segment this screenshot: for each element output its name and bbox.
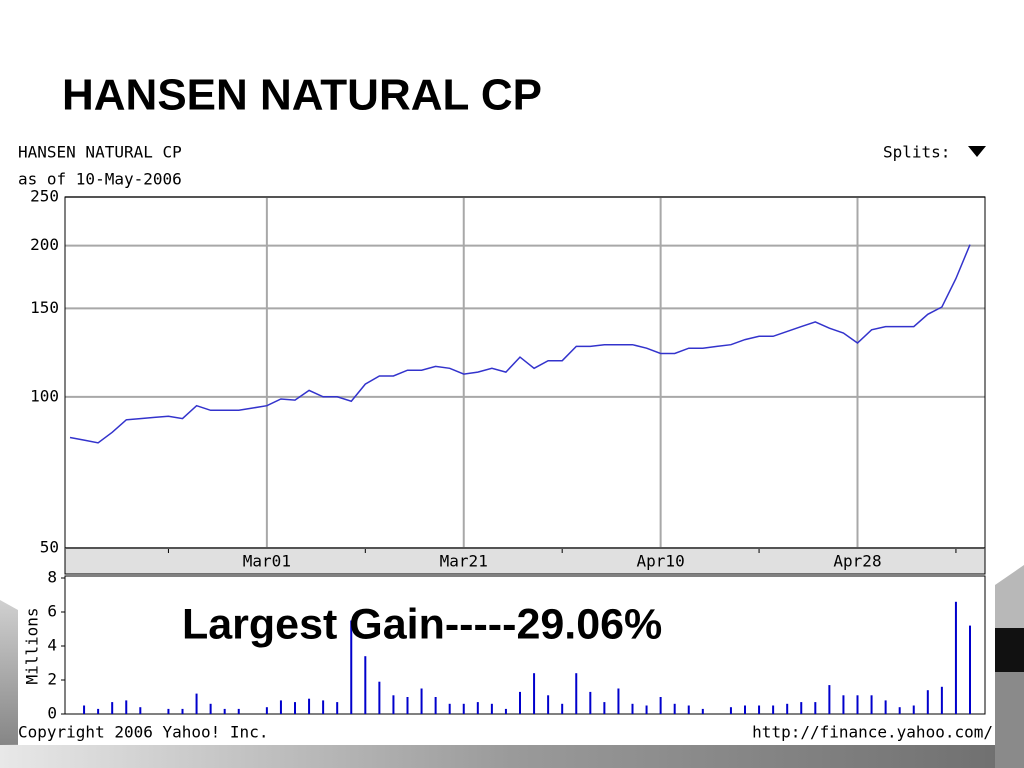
- volume-bar: [758, 705, 761, 714]
- volume-bar: [898, 707, 901, 714]
- y-axis-label: Millions: [23, 607, 42, 684]
- annotation: Largest Gain-----29.06%: [182, 600, 662, 648]
- volume-bar: [729, 707, 732, 714]
- price-line: [69, 244, 971, 444]
- volume-bar: [209, 703, 212, 714]
- x-tick-label: Mar21: [440, 552, 488, 571]
- volume-bar: [322, 700, 325, 714]
- volume-bar: [561, 703, 564, 714]
- volume-bar: [856, 695, 859, 714]
- volume-bar: [828, 685, 831, 714]
- splits-label: Splits:: [883, 143, 950, 162]
- volume-bar: [631, 703, 634, 714]
- y-tick-label: 100: [30, 386, 59, 405]
- volume-bar: [533, 673, 536, 714]
- chart-image: [18, 138, 995, 745]
- y-tick-label: 6: [47, 602, 57, 621]
- volume-bar: [237, 708, 240, 714]
- volume-bar: [350, 620, 353, 714]
- volume-bar: [687, 705, 690, 714]
- volume-bar: [265, 707, 268, 714]
- volume-bar: [125, 700, 128, 714]
- volume-bar: [786, 703, 789, 714]
- volume-bar: [940, 686, 943, 714]
- x-tick-label: Mar01: [243, 552, 291, 571]
- volume-bar: [589, 691, 592, 714]
- decoration: [0, 600, 18, 768]
- volume-bar: [701, 708, 704, 714]
- volume-bar: [870, 695, 873, 714]
- slide-title: HANSEN NATURAL CP: [62, 71, 542, 120]
- volume-bar: [195, 693, 198, 714]
- volume-bar: [926, 690, 929, 714]
- volume-bar: [83, 705, 86, 714]
- volume-bar: [223, 708, 226, 714]
- volume-bar: [954, 601, 957, 714]
- volume-bar: [744, 705, 746, 714]
- volume-bar: [294, 702, 296, 714]
- volume-bar: [406, 697, 409, 714]
- volume-bar: [111, 702, 114, 714]
- date-band: [64, 547, 986, 575]
- volume-bar: [392, 695, 395, 714]
- volume-chart: 0 2 4 6 8 Millions: [23, 568, 986, 723]
- copyright: Copyright 2006 Yahoo! Inc.: [18, 723, 268, 742]
- volume-bar: [434, 697, 437, 714]
- y-tick-label: 50: [40, 538, 59, 557]
- decoration: [995, 628, 1024, 672]
- volume-bar: [476, 702, 479, 714]
- decoration: [995, 672, 1024, 768]
- volume-bar: [139, 707, 142, 714]
- as-of-date: as of 10-May-2006: [18, 170, 182, 189]
- x-tick-label: Apr28: [833, 552, 881, 571]
- y-tick-label: 150: [30, 298, 59, 317]
- volume-bar: [617, 688, 620, 714]
- price-chart: Mar01 Mar21 Apr10 Apr28 50 100 150 200 250: [30, 187, 986, 571]
- plot-border: [64, 575, 986, 715]
- volume-bar: [97, 708, 100, 714]
- volume-bar: [378, 681, 381, 714]
- volume-bar: [912, 705, 915, 714]
- volume-bar: [814, 702, 817, 714]
- volume-bar: [884, 700, 887, 714]
- y-tick-label: 0: [47, 704, 57, 723]
- volume-bar: [448, 703, 451, 714]
- volume-bar: [772, 705, 775, 714]
- volume-bar: [308, 698, 311, 714]
- volume-bar: [673, 703, 676, 714]
- volume-bar: [504, 708, 507, 714]
- x-tick-label: Apr10: [637, 552, 685, 571]
- y-tick-label: 200: [30, 235, 59, 254]
- volume-bar: [969, 625, 971, 714]
- volume-bar: [462, 703, 465, 714]
- volume-bar: [547, 695, 550, 714]
- volume-bar: [659, 697, 662, 714]
- volume-bar: [603, 702, 606, 714]
- volume-bar: [575, 673, 578, 714]
- volume-bar: [167, 708, 170, 714]
- volume-bar: [490, 703, 493, 714]
- volume-bar: [645, 705, 648, 714]
- chart-name: HANSEN NATURAL CP: [18, 143, 182, 162]
- volume-bar: [336, 702, 339, 714]
- y-tick-label: 8: [47, 568, 57, 587]
- y-tick-label: 250: [30, 187, 59, 206]
- volume-bar: [364, 656, 367, 714]
- volume-bar: [420, 688, 423, 714]
- plot-border: [64, 196, 986, 549]
- volume-bar: [279, 700, 282, 714]
- volume-bar: [181, 708, 184, 714]
- y-tick-label: 4: [47, 636, 57, 655]
- volume-bar: [519, 691, 521, 714]
- splits-dropdown[interactable]: [968, 146, 986, 157]
- y-tick-label: 2: [47, 670, 57, 689]
- source-url: http://finance.yahoo.com/: [752, 723, 993, 742]
- volume-bar: [800, 702, 803, 714]
- volume-bar: [842, 695, 845, 714]
